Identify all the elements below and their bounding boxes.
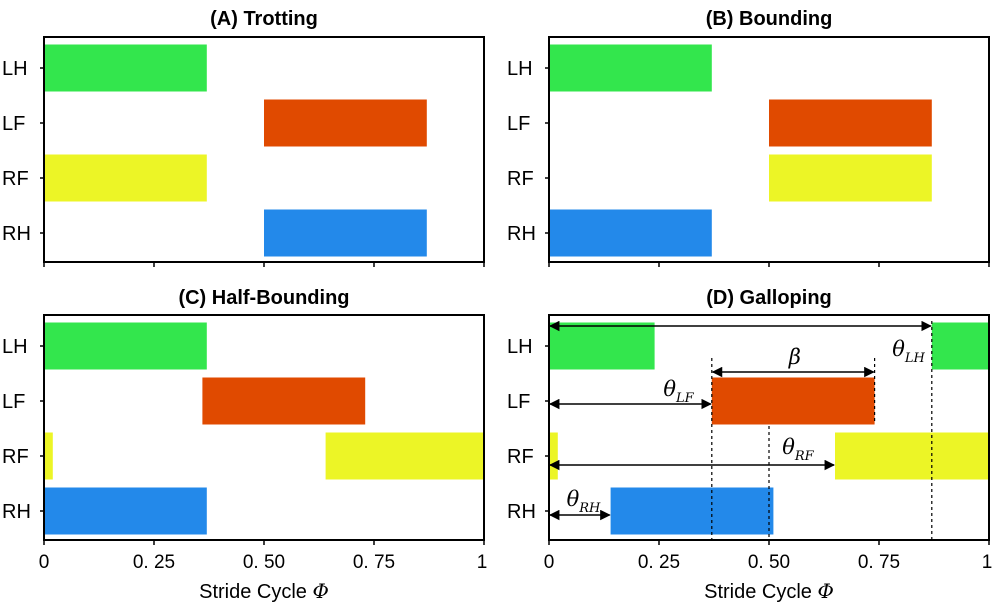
stance-bar-rf: [835, 432, 989, 480]
leg-label-lf: LF: [507, 391, 530, 413]
leg-label-rf: RF: [2, 446, 29, 468]
stance-bar-rf: [325, 432, 484, 480]
panel-title: (C) Half-Bounding: [178, 287, 349, 309]
leg-label-lf: LF: [507, 113, 530, 135]
interval-subscript: RH: [578, 501, 601, 516]
stance-bar-rh: [610, 487, 774, 535]
stance-bar-rh: [549, 209, 712, 257]
stance-bar-rf: [44, 154, 207, 202]
interval-subscript: RF: [794, 449, 815, 464]
leg-label-rf: RF: [507, 168, 534, 190]
interval-symbol: θ: [567, 487, 580, 511]
stance-bar-lf: [769, 99, 932, 147]
leg-label-rh: RH: [507, 501, 536, 523]
x-axis-label: Stride Cycle Φ: [704, 579, 834, 603]
stance-bar-rf: [769, 154, 932, 202]
x-axis-label: Stride Cycle Φ: [199, 579, 329, 603]
interval-symbol: θ: [663, 377, 676, 401]
leg-label-rh: RH: [2, 223, 31, 245]
leg-label-lh: LH: [507, 336, 533, 358]
interval-label: θLF: [663, 377, 694, 406]
interval-label: β: [788, 345, 801, 369]
panel-title: (A) Trotting: [210, 8, 318, 30]
x-tick-label: 0: [39, 552, 50, 573]
x-axis-label-text: Stride Cycle: [704, 581, 817, 603]
interval-subscript: LH: [904, 351, 926, 366]
panel-1: (B) Bounding LH LF RF RH: [507, 8, 990, 267]
interval-symbol: β: [788, 345, 801, 369]
panel-3: (D) Galloping LH LF RF RH 0 0. 25 0. 50 0. 75 1 St…: [507, 287, 992, 603]
stance-bar-lh: [44, 322, 207, 370]
panel-title: (D) Galloping: [706, 287, 832, 309]
panel-0: (A) Trotting LH LF RF RH: [2, 8, 485, 267]
stance-bar-lf: [202, 377, 366, 425]
x-axis-label-text: Stride Cycle: [199, 581, 312, 603]
stance-bar-lh: [44, 44, 207, 92]
x-tick-label: 0. 75: [858, 552, 900, 573]
stance-bar-rf: [44, 432, 53, 480]
leg-label-lh: LH: [507, 58, 533, 80]
x-tick-label: 1: [477, 552, 488, 573]
interval-symbol: θ: [892, 337, 905, 361]
leg-label-rf: RF: [2, 168, 29, 190]
leg-label-rf: RF: [507, 446, 534, 468]
stance-bar-lh: [931, 322, 989, 370]
x-tick-label: 0: [544, 552, 555, 573]
leg-label-lf: LF: [2, 391, 25, 413]
interval-subscript: LF: [675, 391, 695, 406]
interval-label: θLH: [892, 337, 925, 366]
stance-bar-rh: [44, 487, 207, 535]
interval-label: θRF: [782, 435, 814, 464]
stance-bar-lh: [549, 322, 655, 370]
interval-symbol: θ: [782, 435, 795, 459]
leg-label-lf: LF: [2, 113, 25, 135]
x-tick-label: 0. 75: [353, 552, 395, 573]
leg-label-lh: LH: [2, 336, 28, 358]
x-axis-symbol: Φ: [312, 579, 328, 603]
stance-bar-lf: [264, 99, 427, 147]
x-tick-label: 1: [982, 552, 993, 573]
leg-label-rh: RH: [507, 223, 536, 245]
x-tick-label: 0. 25: [133, 552, 175, 573]
stance-bar-lh: [549, 44, 712, 92]
leg-label-rh: RH: [2, 501, 31, 523]
x-tick-label: 0. 50: [748, 552, 790, 573]
interval-label: θRH: [567, 487, 601, 516]
stance-bar-rf: [549, 432, 558, 480]
stance-bar-lf: [711, 377, 875, 425]
x-tick-label: 0. 50: [243, 552, 285, 573]
stance-bar-rh: [264, 209, 427, 257]
panel-title: (B) Bounding: [706, 8, 833, 30]
x-axis-symbol: Φ: [817, 579, 833, 603]
panel-2: (C) Half-Bounding LH LF RF RH 0 0. 25 0. 50 0. 7…: [2, 287, 487, 603]
leg-label-lh: LH: [2, 58, 28, 80]
x-tick-label: 0. 25: [638, 552, 680, 573]
